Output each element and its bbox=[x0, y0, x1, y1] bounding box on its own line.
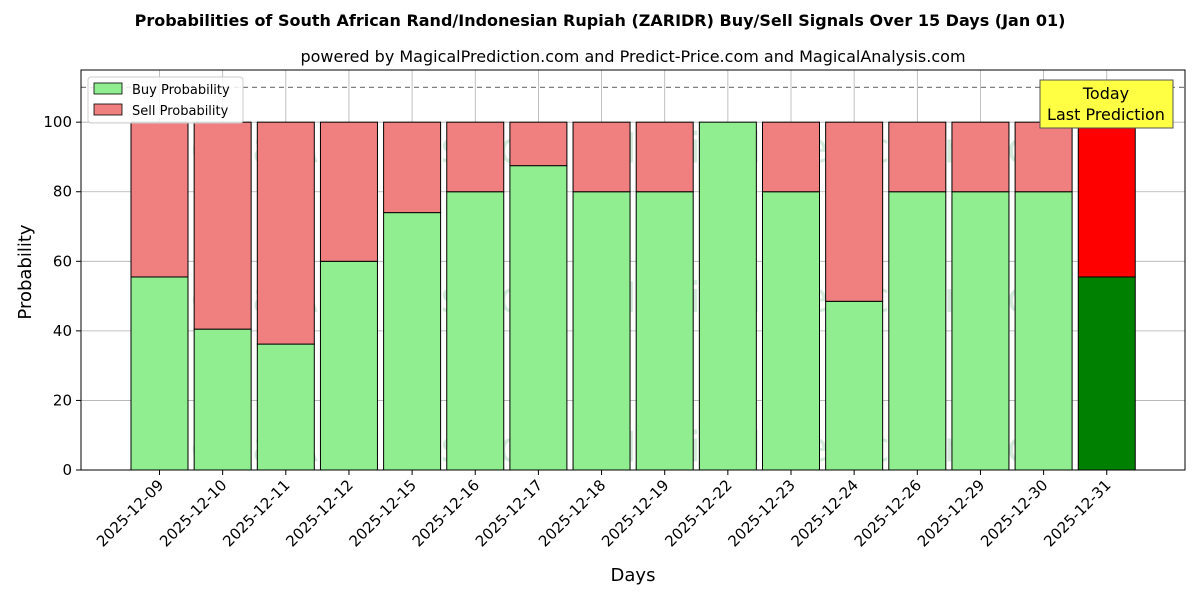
bar-buy bbox=[193, 328, 252, 471]
x-tick-label: 2025-12-12 bbox=[282, 476, 356, 550]
chart-title: Probabilities of South African Rand/Indo… bbox=[135, 11, 1066, 30]
legend-box bbox=[87, 76, 244, 124]
bar-sell bbox=[130, 121, 189, 278]
bar-sell bbox=[825, 121, 884, 302]
bars bbox=[130, 121, 1136, 471]
bar-buy bbox=[446, 191, 505, 471]
x-axis-label: Days bbox=[611, 565, 656, 586]
y-tick-label: 40 bbox=[53, 322, 72, 340]
bar-buy bbox=[825, 300, 884, 471]
bar-sell bbox=[951, 121, 1010, 193]
bar-sell bbox=[635, 121, 694, 193]
bar-buy bbox=[130, 276, 189, 471]
x-tick-label: 2025-12-17 bbox=[472, 476, 546, 550]
x-tick-label: 2025-12-11 bbox=[219, 476, 293, 550]
y-tick-label: 20 bbox=[53, 391, 72, 409]
bar-sell bbox=[319, 121, 378, 262]
x-tick-label: 2025-12-31 bbox=[1040, 476, 1114, 550]
annotation-line-1: Today bbox=[1082, 84, 1129, 103]
bar-sell bbox=[446, 121, 505, 193]
bar-buy bbox=[1077, 276, 1136, 471]
x-tick-label: 2025-12-22 bbox=[661, 476, 735, 550]
bar-buy bbox=[951, 191, 1010, 471]
chart-subtitle: powered by MagicalPrediction.com and Pre… bbox=[300, 47, 965, 66]
bar-sell bbox=[383, 121, 442, 214]
x-tick-label: 2025-12-09 bbox=[93, 476, 167, 550]
x-tick-label: 2025-12-24 bbox=[788, 476, 862, 550]
bar-buy bbox=[319, 260, 378, 471]
y-tick-label: 0 bbox=[62, 461, 72, 479]
bar-sell bbox=[1077, 121, 1136, 278]
x-tick-label: 2025-12-16 bbox=[409, 476, 483, 550]
bar-buy bbox=[572, 191, 631, 471]
x-tick-label: 2025-12-10 bbox=[156, 476, 230, 550]
x-tick-label: 2025-12-29 bbox=[914, 476, 988, 550]
annotation-box bbox=[1039, 79, 1174, 129]
bar-sell bbox=[256, 121, 315, 345]
x-tick-label: 2025-12-26 bbox=[851, 476, 925, 550]
legend-swatch-sell bbox=[93, 103, 123, 116]
bar-buy bbox=[888, 191, 947, 471]
legend-label-buy: Buy Probability bbox=[132, 83, 230, 98]
y-tick-label: 100 bbox=[43, 113, 72, 131]
bar-buy bbox=[509, 165, 568, 471]
bar-buy bbox=[762, 191, 820, 471]
y-axis-label: Probability bbox=[15, 224, 36, 319]
y-tick-label: 80 bbox=[53, 183, 72, 201]
bar-sell bbox=[762, 121, 820, 193]
bar-sell bbox=[1014, 121, 1073, 193]
bar-buy bbox=[1014, 191, 1073, 471]
bar-sell bbox=[888, 121, 947, 193]
x-tick-label: 2025-12-30 bbox=[977, 476, 1051, 550]
x-tick-label: 2025-12-19 bbox=[598, 476, 672, 550]
x-tick-label: 2025-12-23 bbox=[724, 476, 798, 550]
bar-buy bbox=[698, 121, 757, 471]
legend-label-sell: Sell Probability bbox=[132, 104, 229, 119]
bar-sell bbox=[509, 121, 568, 167]
bar-buy bbox=[383, 212, 442, 471]
x-tick-label: 2025-12-18 bbox=[535, 476, 609, 550]
legend: Buy Probability Sell Probability bbox=[87, 76, 244, 124]
bar-sell bbox=[572, 121, 631, 193]
x-tick-label: 2025-12-15 bbox=[346, 476, 420, 550]
bar-sell bbox=[193, 121, 252, 330]
bar-buy bbox=[256, 343, 315, 471]
today-annotation: Today Last Prediction bbox=[1039, 79, 1174, 129]
y-tick-label: 60 bbox=[53, 252, 72, 270]
plot-frame bbox=[80, 69, 1186, 471]
bar-buy bbox=[635, 191, 694, 471]
annotation-line-2: Last Prediction bbox=[1047, 105, 1165, 124]
legend-swatch-buy bbox=[93, 82, 123, 95]
